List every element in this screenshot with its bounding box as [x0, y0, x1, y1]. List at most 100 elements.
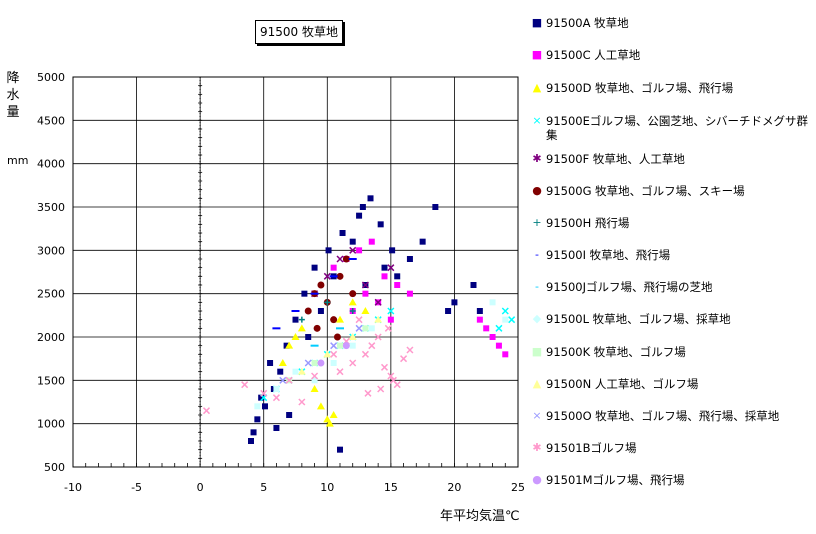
legend-item: ▲ 91500N 人工草地、ゴルフ場: [530, 377, 816, 391]
data-point: [502, 316, 509, 323]
legend-item: × 91500O 牧草地、ゴルフ場、飛行場、採草地: [530, 409, 816, 423]
data-point: [400, 355, 408, 363]
data-point: [495, 324, 503, 332]
data-point: [250, 429, 257, 436]
data-point: [362, 290, 369, 297]
data-point: [339, 230, 346, 236]
legend-label: 91500N 人工草地、ゴルフ場: [546, 377, 699, 391]
data-point: [406, 346, 414, 354]
data-point: [336, 368, 344, 376]
data-point: [368, 238, 375, 245]
legend-label: 91501Bゴルフ場: [546, 441, 637, 455]
legend-marker: ■: [531, 48, 543, 61]
data-point: [445, 308, 452, 314]
legend-item: -91500Jゴルフ場、飛行場の芝地: [530, 280, 816, 294]
data-point: [311, 377, 318, 384]
y-tick-label: 3500: [37, 201, 65, 214]
data-point: [305, 334, 312, 340]
data-point: [470, 282, 477, 288]
legend-marker: ×: [532, 409, 542, 422]
data-point: [311, 372, 319, 380]
legend-marker: ■: [531, 16, 543, 29]
y-tick-label: 4000: [37, 158, 65, 171]
legend-item: ■ 91500A 牧草地: [530, 16, 816, 30]
data-point: [361, 350, 369, 358]
legend-item: × 91500Eゴルフ場、公園芝地、シバーチドメグサ群集: [530, 114, 816, 142]
data-point: [368, 325, 375, 332]
legend-item: ● 91500G 牧草地、ゴルフ場、スキー場: [530, 184, 816, 198]
data-point: [432, 204, 439, 210]
data-point: [330, 264, 337, 271]
data-point: [325, 419, 334, 427]
data-point: [384, 324, 392, 332]
data-point: [336, 315, 344, 323]
data-point: [297, 324, 306, 332]
data-point: [329, 411, 338, 418]
x-tick-label: 25: [511, 481, 525, 494]
data-point: [356, 247, 363, 254]
legend-item: ✱ 91501Bゴルフ場: [530, 441, 816, 455]
data-point: [348, 333, 357, 340]
data-point: [317, 308, 324, 314]
data-point: [310, 385, 319, 392]
legend-item: +91500H 飛行場: [530, 216, 816, 230]
data-point: [336, 255, 344, 263]
legend-item: ▲ 91500D 牧草地、ゴルフ場、飛行場: [530, 81, 816, 95]
data-point: [267, 360, 274, 366]
data-point: [324, 299, 331, 306]
legend-marker: ◆: [532, 312, 542, 325]
data-point: [283, 342, 290, 349]
data-point: [361, 307, 370, 314]
legend-label: 91500C 人工草地: [546, 48, 641, 62]
y-tick-label: 2500: [37, 288, 65, 301]
data-point: [342, 342, 350, 350]
data-point: [330, 316, 338, 324]
data-point: [349, 342, 356, 349]
data-point: [451, 299, 458, 306]
data-point: [325, 247, 332, 254]
x-tick-label: 0: [197, 481, 204, 494]
data-point: [311, 264, 318, 271]
x-tick-label: 5: [260, 481, 267, 494]
data-point: [291, 333, 300, 340]
data-point: [273, 425, 280, 431]
data-point: [278, 359, 287, 366]
data-point: [248, 438, 254, 444]
legend-item: ✱ 91500F 牧草地、人工草地: [530, 152, 816, 166]
data-point: [364, 389, 372, 397]
data-point: [361, 281, 369, 289]
data-point: [279, 376, 287, 384]
x-tick-label: 10: [320, 481, 334, 494]
legend-label: 91501Mゴルフ場、飛行場: [546, 473, 685, 487]
data-point: [292, 368, 299, 375]
legend-label: 91500A 牧草地: [546, 16, 629, 30]
data-point: [330, 342, 338, 350]
data-point: [304, 359, 312, 367]
data-point: [260, 389, 268, 397]
y-tick-label: 2000: [37, 331, 65, 344]
chart-title: 91500 牧草地: [255, 20, 343, 44]
legend-marker: ▲: [532, 377, 542, 390]
data-point: [285, 341, 294, 349]
data-point: [273, 386, 280, 392]
data-point: [349, 238, 356, 245]
legend-label: 91500I 牧草地、飛行場: [546, 248, 671, 262]
data-point: [394, 282, 401, 288]
data-point: [323, 350, 332, 358]
legend-item: ◆ 91500L 牧草地、ゴルフ場、採草地: [530, 312, 816, 326]
data-point: [394, 273, 401, 280]
data-point: [381, 273, 388, 280]
y-tick-label: 4500: [37, 114, 65, 127]
legend-marker: ×: [532, 114, 542, 127]
data-point: [355, 324, 363, 332]
legend-label: 91500L 牧草地、ゴルフ場、採草地: [546, 312, 731, 326]
data-point: [342, 255, 350, 263]
data-point: [317, 359, 325, 367]
legend-marker: ✱: [532, 152, 542, 165]
data-point: [261, 403, 268, 410]
legend-marker: ▲: [532, 81, 542, 94]
x-tick-label: -5: [131, 481, 142, 494]
legend-label: 91500O 牧草地、ゴルフ場、飛行場、採草地: [546, 409, 780, 423]
data-point: [483, 325, 490, 332]
